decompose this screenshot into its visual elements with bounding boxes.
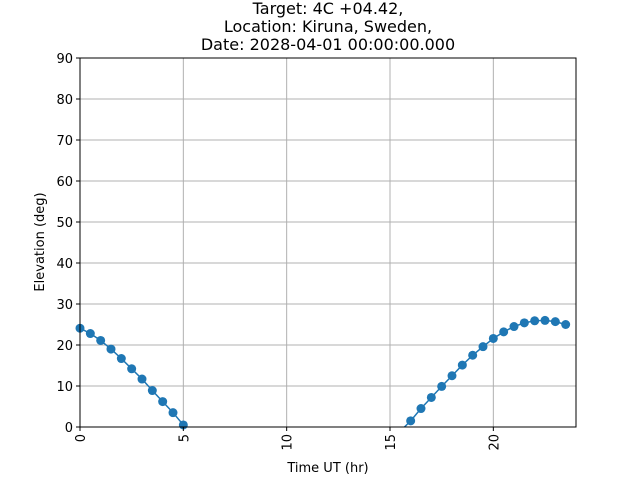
ticks: 0 5 10 15 20 0 10 20 30 40 50 60 70 80 90 [56,52,502,451]
data-point-1-1 [406,416,416,426]
data-point-1-2 [416,404,426,414]
data-point-0-8 [158,397,168,407]
y-tick-label-3: 30 [56,298,73,313]
data-point-0-3 [106,344,116,354]
data-point-0-7 [147,386,157,396]
data-point-0-6 [137,374,147,384]
data-point-1-13 [530,316,540,326]
data-point-1-7 [468,350,478,360]
x-tick-label-0: 0 [74,434,89,442]
x-axis-label: Time UT (hr) [286,461,368,476]
data-point-1-8 [478,342,488,352]
x-tick-label-3: 15 [384,434,399,451]
data-point-1-3 [426,392,436,402]
data-point-1-12 [519,318,529,328]
y-tick-label-9: 90 [56,52,73,67]
data-point-0-2 [96,335,106,345]
x-tick-label-4: 20 [487,434,502,451]
data-point-0-5 [127,364,137,374]
plot-area [80,58,576,427]
y-tick-label-6: 60 [56,175,73,190]
data-point-1-5 [447,371,457,381]
data-point-0-4 [116,354,126,364]
data-point-0-1 [85,329,95,339]
data-point-1-4 [437,381,447,391]
chart-title-line-1: Target: 4C +04.42, [252,0,404,18]
data-point-1-15 [550,317,560,327]
y-tick-label-0: 0 [65,421,73,436]
data-point-1-14 [540,315,550,325]
y-axis-label: Elevation (deg) [33,192,48,291]
y-tick-label-5: 50 [56,216,73,231]
data-point-1-16 [561,320,571,329]
x-tick-label-2: 10 [281,434,296,451]
chart-title-line-3: Date: 2028-04-01 00:00:00.000 [201,35,455,54]
series-layer [75,315,571,430]
x-tick-label-1: 5 [177,434,192,442]
y-tick-label-7: 70 [56,134,73,149]
y-tick-label-4: 40 [56,257,73,272]
data-point-1-6 [457,360,467,370]
data-point-1-11 [509,322,519,332]
plot-frame [79,57,577,428]
y-tick-label-8: 80 [56,93,73,108]
y-tick-label-1: 10 [56,380,73,395]
y-tick-label-2: 20 [56,339,73,354]
chart-title-line-2: Location: Kiruna, Sweden, [224,17,432,36]
data-point-1-9 [488,333,498,343]
data-point-0-9 [168,408,178,418]
data-point-1-10 [499,327,509,337]
